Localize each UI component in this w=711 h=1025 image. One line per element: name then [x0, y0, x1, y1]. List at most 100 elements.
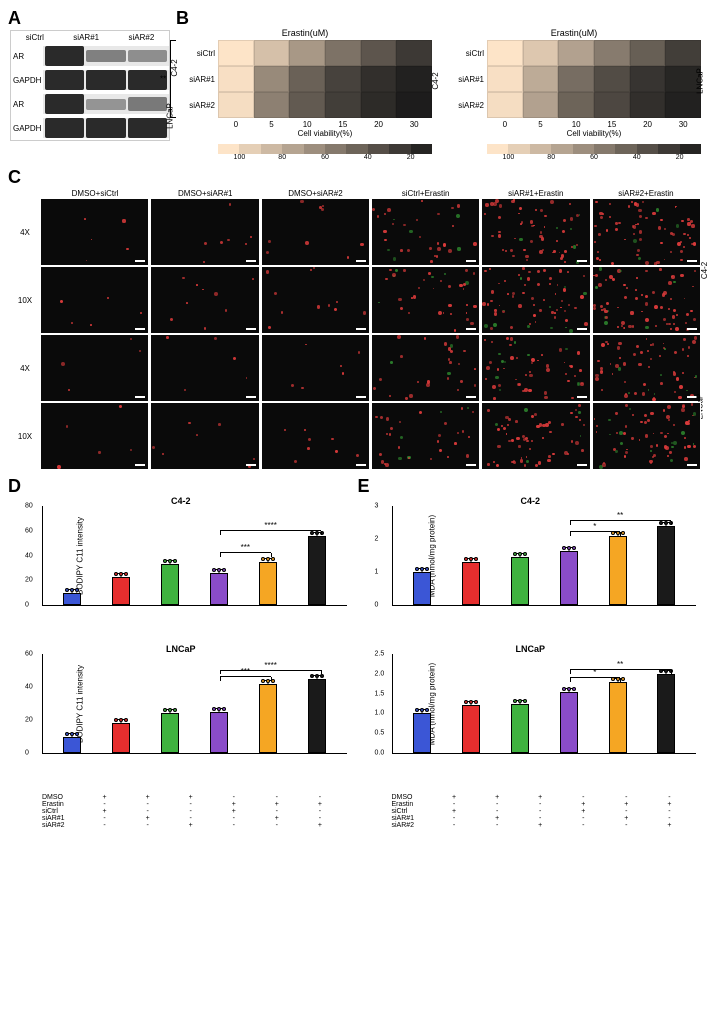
- dot: [617, 307, 619, 309]
- dot: [673, 441, 677, 445]
- data-point: [168, 708, 172, 712]
- micro-cells: [40, 402, 701, 470]
- dot: [626, 287, 628, 289]
- wb-protein-label: AR: [11, 100, 43, 109]
- dot: [444, 342, 447, 345]
- dot: [567, 380, 570, 383]
- colorbar-cell: [637, 144, 658, 154]
- dot: [570, 217, 573, 220]
- data-point: [523, 699, 527, 703]
- dot: [342, 372, 344, 374]
- dot: [518, 383, 521, 386]
- dot: [233, 357, 236, 360]
- dot: [609, 434, 611, 436]
- dot: [274, 292, 277, 295]
- bar: [413, 713, 431, 753]
- dot: [499, 389, 501, 391]
- bar: [259, 562, 277, 605]
- wb-lane-label: siCtrl: [26, 33, 44, 42]
- micro-sidelabel: C4-2: [700, 262, 709, 279]
- dot: [617, 326, 619, 328]
- sig-drop: [220, 670, 221, 674]
- dot: [492, 385, 496, 389]
- micro-row: 4XC4-2: [10, 198, 701, 266]
- data-point: [163, 559, 167, 563]
- heatmap-cell: [523, 40, 559, 66]
- dot: [534, 413, 537, 416]
- heatmap-cell: [523, 92, 559, 118]
- heatmap-cell: [254, 40, 290, 66]
- bar: [63, 593, 81, 605]
- panel-a: A siCtrlsiAR#1siAR#2 ARGAPDHC4-2ARGAPDHL…: [10, 10, 170, 161]
- dot: [606, 302, 609, 305]
- dot: [671, 446, 674, 449]
- dot: [389, 269, 392, 272]
- data-point: [562, 687, 566, 691]
- dot: [419, 411, 422, 414]
- dot: [437, 440, 439, 442]
- dot: [670, 459, 673, 462]
- heatmap-cell: [254, 92, 290, 118]
- data-point: [474, 557, 478, 561]
- dot: [438, 311, 442, 315]
- micro-image: [40, 198, 149, 266]
- dot: [504, 361, 506, 363]
- dot: [474, 368, 476, 370]
- wb-protein-label: GAPDH: [11, 124, 43, 133]
- treat-value: +: [574, 808, 592, 815]
- heatmap-xtick: 10: [558, 120, 594, 129]
- treat-value: -: [268, 794, 286, 801]
- dot: [491, 341, 493, 343]
- treat-value: -: [225, 794, 243, 801]
- data-point: [222, 568, 226, 572]
- bar: [112, 577, 130, 605]
- treat-values: +--+--: [428, 808, 697, 815]
- dot: [531, 297, 534, 300]
- dot: [214, 292, 218, 296]
- data-point: [168, 559, 172, 563]
- dot: [526, 440, 528, 442]
- dot: [637, 249, 640, 252]
- treat-value: -: [574, 794, 592, 801]
- dot: [395, 269, 398, 272]
- dot: [268, 326, 271, 329]
- dot: [563, 288, 567, 292]
- dot: [656, 444, 658, 446]
- dot: [573, 245, 577, 249]
- treat-value: -: [445, 801, 463, 808]
- sig-label: **: [617, 511, 623, 520]
- data-point: [75, 732, 79, 736]
- colorbar: [487, 144, 701, 154]
- dot: [484, 213, 486, 215]
- dot: [400, 307, 403, 310]
- wb-band: [128, 97, 167, 110]
- dot: [530, 220, 533, 223]
- sig-drop: [570, 521, 571, 525]
- bar: [560, 551, 578, 605]
- dot: [430, 458, 432, 460]
- dot: [218, 423, 221, 426]
- dot: [503, 427, 506, 430]
- dot: [291, 384, 294, 387]
- treat-value: +: [139, 794, 157, 801]
- data-point: [562, 546, 566, 550]
- colorbar-cell: [487, 144, 508, 154]
- dot: [663, 291, 667, 295]
- treat-value: -: [445, 822, 463, 829]
- dot: [647, 350, 649, 352]
- treat-values: --+--+: [428, 822, 697, 829]
- micro-image: [150, 198, 259, 266]
- dot: [139, 350, 141, 352]
- treat-value: -: [488, 822, 506, 829]
- colorbar-cell: [304, 144, 325, 154]
- dot: [552, 252, 554, 254]
- heatmap-xtick: 15: [325, 120, 361, 129]
- row-ab: A siCtrlsiAR#1siAR#2 ARGAPDHC4-2ARGAPDHL…: [10, 10, 701, 161]
- data-points: [309, 674, 325, 678]
- micro-cells: C4-2: [40, 198, 701, 266]
- micro-row: 10X: [10, 266, 701, 334]
- fluor-dots: [593, 267, 700, 333]
- data-points: [113, 572, 129, 576]
- dot: [392, 223, 395, 226]
- dot: [444, 422, 447, 425]
